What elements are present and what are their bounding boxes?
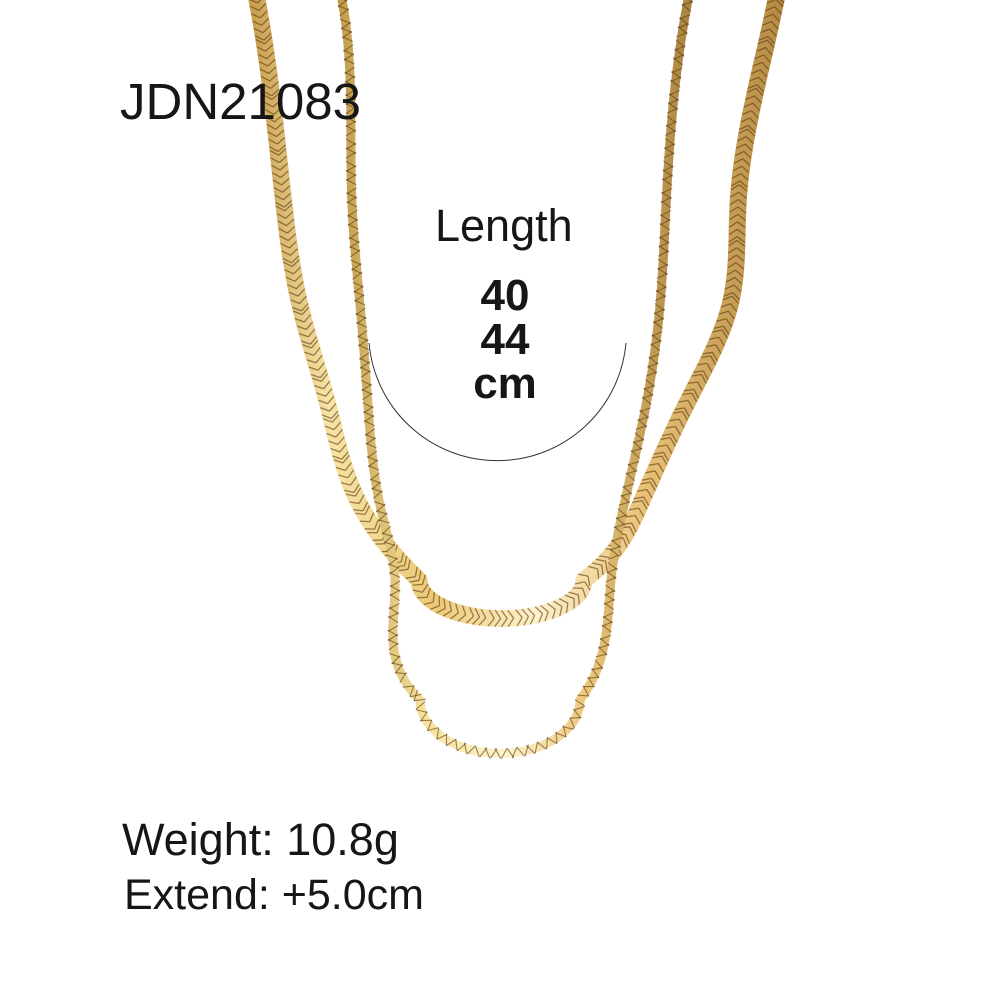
svg-text:cm: cm	[473, 359, 537, 408]
svg-text:Extend: +5.0cm: Extend: +5.0cm	[124, 871, 424, 919]
svg-text:Length: Length	[435, 200, 573, 251]
svg-text:44: 44	[481, 315, 530, 364]
svg-text:JDN21083: JDN21083	[120, 73, 361, 130]
svg-text:40: 40	[481, 271, 530, 320]
svg-text:Weight: 10.8g: Weight: 10.8g	[122, 814, 399, 865]
